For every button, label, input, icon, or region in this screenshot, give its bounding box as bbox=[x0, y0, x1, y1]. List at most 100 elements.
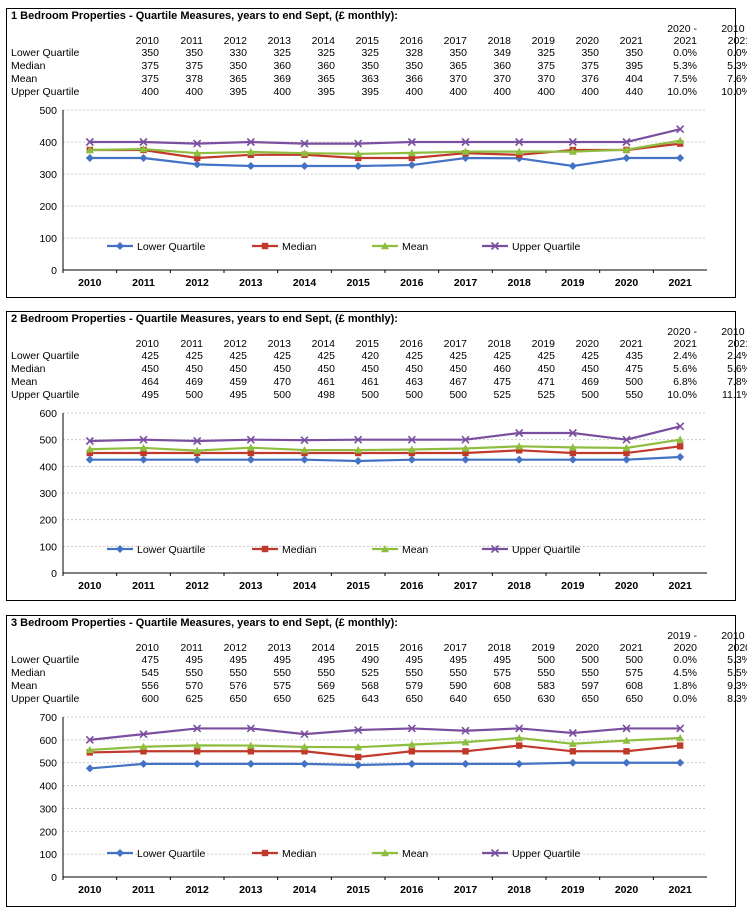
year-header: 2021 bbox=[619, 35, 643, 47]
table-cell: 550 bbox=[405, 667, 423, 679]
legend-marker bbox=[381, 242, 389, 250]
x-tick-label: 2010 bbox=[78, 277, 102, 289]
table-cell: 425 bbox=[273, 350, 291, 362]
data-point bbox=[139, 759, 148, 768]
data-point bbox=[407, 759, 416, 768]
data-point bbox=[676, 136, 685, 144]
year-header: 2012 bbox=[223, 338, 247, 350]
table-cell: 460 bbox=[493, 363, 511, 375]
x-tick-label: 2015 bbox=[346, 884, 370, 896]
table-cell: 330 bbox=[229, 47, 247, 59]
table-cell: 425 bbox=[141, 350, 159, 362]
legend-label: Lower Quartile bbox=[137, 544, 205, 556]
panel-3-bedroom: 3 Bedroom Properties - Quartile Measures… bbox=[6, 615, 747, 907]
x-tick-label: 2016 bbox=[400, 277, 424, 289]
data-point bbox=[568, 455, 577, 464]
y-tick-label: 100 bbox=[39, 233, 57, 245]
table-cell: 350 bbox=[405, 60, 423, 72]
table-cell: 570 bbox=[185, 680, 203, 692]
year-header: 2020 bbox=[575, 642, 599, 654]
data-point bbox=[515, 455, 524, 464]
table-cell: 525 bbox=[493, 389, 511, 401]
table-cell: 350 bbox=[449, 47, 467, 59]
table-cell: 650 bbox=[405, 693, 423, 705]
change-header: 2020 bbox=[727, 642, 747, 654]
data-point bbox=[568, 162, 577, 170]
series-line-mean bbox=[89, 438, 681, 452]
data-point bbox=[354, 149, 363, 158]
table-cell: 575 bbox=[273, 680, 291, 692]
table-cell: 370 bbox=[493, 73, 511, 85]
x-tick-label: 2013 bbox=[239, 884, 263, 896]
data-point bbox=[676, 724, 685, 733]
change-cell: 2.4% bbox=[673, 350, 697, 362]
year-header: 2014 bbox=[311, 338, 335, 350]
legend-label: Mean bbox=[402, 544, 428, 556]
line-chart: 0 100 200 300 400 500 600 700 2010 2011 2012 2013 20… bbox=[39, 712, 707, 896]
year-header: 2017 bbox=[443, 338, 467, 350]
change-cell: 5.6% bbox=[673, 363, 697, 375]
panel-2-bedroom: 2 Bedroom Properties - Quartile Measures… bbox=[6, 311, 747, 601]
table-cell: 469 bbox=[581, 376, 599, 388]
x-tick-label: 2010 bbox=[78, 884, 102, 896]
table-cell: 550 bbox=[537, 667, 555, 679]
table-cell: 350 bbox=[625, 47, 643, 59]
change-cell: 8.3% bbox=[727, 693, 747, 705]
change-cell: 1.8% bbox=[673, 680, 697, 692]
series-line-lower bbox=[89, 455, 681, 463]
year-header: 2015 bbox=[355, 642, 379, 654]
data-point bbox=[246, 147, 255, 156]
table-cell: 475 bbox=[625, 363, 643, 375]
table-cell: 583 bbox=[537, 680, 555, 692]
data-point bbox=[461, 435, 470, 444]
table-cell: 375 bbox=[537, 60, 555, 72]
data-point bbox=[247, 748, 255, 755]
year-header: 2021 bbox=[619, 338, 643, 350]
table-cell: 475 bbox=[141, 654, 159, 666]
table-cell: 400 bbox=[449, 86, 467, 98]
data-point bbox=[623, 748, 630, 755]
table-cell: 461 bbox=[317, 376, 335, 388]
row-label: Lower Quartile bbox=[11, 654, 80, 666]
table-cell: 369 bbox=[273, 73, 291, 85]
data-point bbox=[193, 436, 202, 446]
y-tick-label: 700 bbox=[39, 712, 57, 724]
y-tick-label: 100 bbox=[39, 849, 57, 861]
legend-label: Lower Quartile bbox=[137, 241, 205, 253]
x-tick-label: 2012 bbox=[185, 884, 209, 896]
x-tick-label: 2018 bbox=[507, 580, 531, 592]
change-cell: 7.8% bbox=[727, 376, 747, 388]
table-cell: 500 bbox=[405, 389, 423, 401]
series-points-upper bbox=[85, 422, 685, 446]
change-cell: 5.5% bbox=[727, 667, 747, 679]
table-cell: 425 bbox=[449, 350, 467, 362]
table-cell: 550 bbox=[581, 667, 599, 679]
series-points-lower bbox=[85, 154, 685, 170]
legend-marker bbox=[116, 242, 124, 250]
year-header: 2011 bbox=[180, 642, 203, 654]
data-point bbox=[407, 724, 416, 733]
year-header: 2017 bbox=[443, 642, 467, 654]
data-point bbox=[622, 137, 631, 147]
data-point bbox=[461, 444, 470, 452]
data-point bbox=[515, 428, 524, 438]
table-cell: 425 bbox=[405, 350, 423, 362]
data-point bbox=[139, 730, 148, 739]
data-point bbox=[354, 446, 363, 454]
table-cell: 400 bbox=[581, 86, 599, 98]
x-tick-label: 2011 bbox=[132, 580, 155, 592]
x-tick-label: 2014 bbox=[293, 884, 317, 896]
year-header: 2010 bbox=[135, 642, 159, 654]
data-point bbox=[515, 734, 524, 742]
legend-label: Upper Quartile bbox=[512, 544, 580, 556]
y-tick-label: 0 bbox=[51, 265, 57, 277]
table-cell: 425 bbox=[581, 350, 599, 362]
y-tick-label: 300 bbox=[39, 803, 57, 815]
data-point bbox=[246, 443, 255, 451]
change-cell: 5.3% bbox=[727, 60, 747, 72]
table-cell: 350 bbox=[229, 60, 247, 72]
x-tick-label: 2020 bbox=[615, 580, 639, 592]
table-cell: 435 bbox=[625, 350, 643, 362]
table-cell: 550 bbox=[449, 667, 467, 679]
table-cell: 425 bbox=[317, 350, 335, 362]
